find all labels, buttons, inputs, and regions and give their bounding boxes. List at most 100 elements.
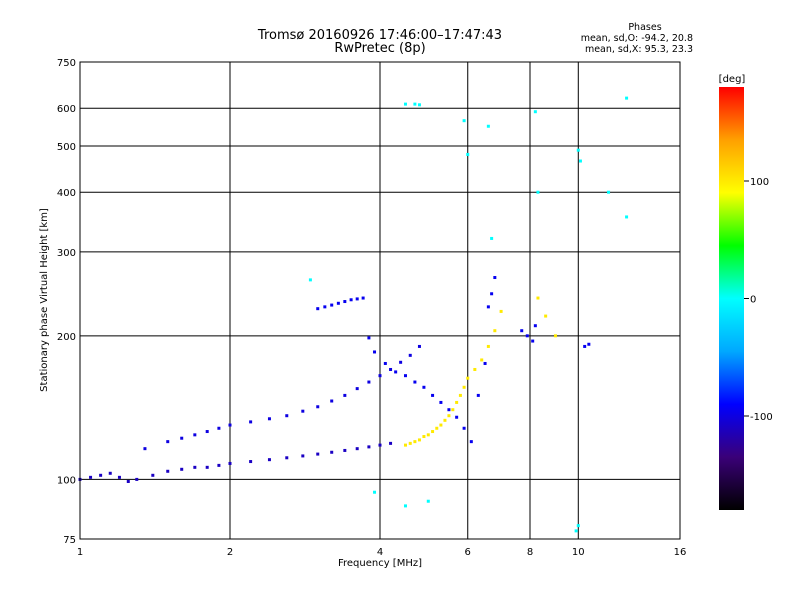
- data-point: [490, 236, 494, 240]
- data-point: [466, 152, 470, 156]
- data-point: [413, 380, 417, 384]
- data-point: [403, 504, 407, 508]
- x-tick-label: 1: [77, 547, 83, 558]
- plot-frame: [79, 61, 681, 540]
- y-axis-label: Stationary phase Virtual Height [km]: [39, 208, 50, 392]
- data-point: [383, 361, 387, 365]
- data-point: [330, 399, 334, 403]
- chart-title: Tromsø 20160926 17:46:00–17:47:43: [257, 28, 502, 43]
- data-point: [536, 296, 540, 300]
- data-point: [458, 393, 462, 397]
- data-point: [417, 344, 421, 348]
- data-point: [316, 307, 320, 311]
- data-point: [544, 314, 548, 318]
- data-point: [355, 447, 359, 451]
- data-point: [205, 465, 209, 469]
- data-point: [426, 499, 430, 503]
- data-point: [576, 524, 580, 528]
- data-point: [330, 450, 334, 454]
- data-point: [431, 430, 435, 434]
- data-point: [408, 441, 412, 445]
- colorbar-tick-label: 100: [750, 177, 769, 188]
- data-point: [117, 475, 121, 479]
- data-point: [422, 435, 426, 439]
- colorbar-tick-label: -100: [750, 412, 773, 423]
- data-point: [228, 461, 232, 465]
- data-point: [447, 414, 451, 418]
- colorbar-tick-label: 0: [750, 295, 756, 306]
- data-point: [574, 529, 578, 533]
- x-tick-label: 4: [377, 547, 383, 558]
- data-point: [166, 469, 170, 473]
- data-point: [455, 415, 459, 419]
- data-point: [439, 423, 443, 427]
- y-tick-label: 500: [57, 142, 76, 153]
- data-point: [355, 297, 359, 301]
- data-point: [373, 490, 377, 494]
- data-point: [553, 334, 557, 338]
- data-point: [99, 473, 103, 477]
- data-point: [536, 190, 540, 194]
- data-point: [435, 426, 439, 430]
- data-point: [166, 440, 170, 444]
- chart-subtitle: RwPretec (8p): [334, 41, 425, 56]
- data-point: [486, 124, 490, 128]
- data-point: [462, 426, 466, 430]
- data-point: [378, 443, 382, 447]
- data-point: [408, 353, 412, 357]
- x-axis-label: Frequency [MHz]: [338, 558, 422, 569]
- y-tick-label: 750: [57, 58, 76, 69]
- data-point: [336, 301, 340, 305]
- data-point: [205, 430, 209, 434]
- data-point: [394, 370, 398, 374]
- data-point: [520, 329, 524, 333]
- data-point: [417, 103, 421, 107]
- data-point: [625, 215, 629, 219]
- data-point: [267, 417, 271, 421]
- data-point: [439, 400, 443, 404]
- y-tick-label: 300: [57, 248, 76, 259]
- phase-stats-x: mean, sd,X: 95.3, 23.3: [585, 44, 693, 55]
- data-point: [417, 438, 421, 442]
- x-tick-label: 8: [527, 547, 533, 558]
- data-point: [367, 380, 371, 384]
- data-point: [462, 385, 466, 389]
- x-tick-labels: 1 2 4 6 8 10 16: [77, 547, 687, 558]
- data-point: [531, 339, 535, 343]
- data-point: [228, 423, 232, 427]
- data-point: [525, 334, 529, 338]
- y-tick-label: 100: [57, 475, 76, 486]
- data-point: [249, 460, 253, 464]
- data-point: [483, 361, 487, 365]
- data-point: [316, 405, 320, 409]
- colorbar: [719, 87, 744, 510]
- x-tick-label: 6: [465, 547, 471, 558]
- y-tick-label: 200: [57, 332, 76, 343]
- data-point: [490, 292, 494, 296]
- data-point: [143, 447, 147, 451]
- data-point: [466, 376, 470, 380]
- data-point: [493, 276, 497, 280]
- data-point: [473, 367, 477, 371]
- data-point: [583, 344, 587, 348]
- data-point: [330, 303, 334, 307]
- data-point: [403, 374, 407, 378]
- data-point: [476, 393, 480, 397]
- data-point: [413, 440, 417, 444]
- x-tick-label: 2: [227, 547, 233, 558]
- data-point: [367, 336, 371, 340]
- data-point: [426, 433, 430, 437]
- x-tick-label: 16: [674, 547, 687, 558]
- data-point: [455, 400, 459, 404]
- data-point: [355, 387, 359, 391]
- data-point: [533, 324, 537, 328]
- data-point: [607, 190, 611, 194]
- data-point: [367, 445, 371, 449]
- data-point: [399, 360, 403, 364]
- data-point: [217, 463, 221, 467]
- data-point: [343, 393, 347, 397]
- data-point: [323, 305, 327, 309]
- data-point: [486, 344, 490, 348]
- data-point: [135, 477, 139, 481]
- data-point: [343, 300, 347, 304]
